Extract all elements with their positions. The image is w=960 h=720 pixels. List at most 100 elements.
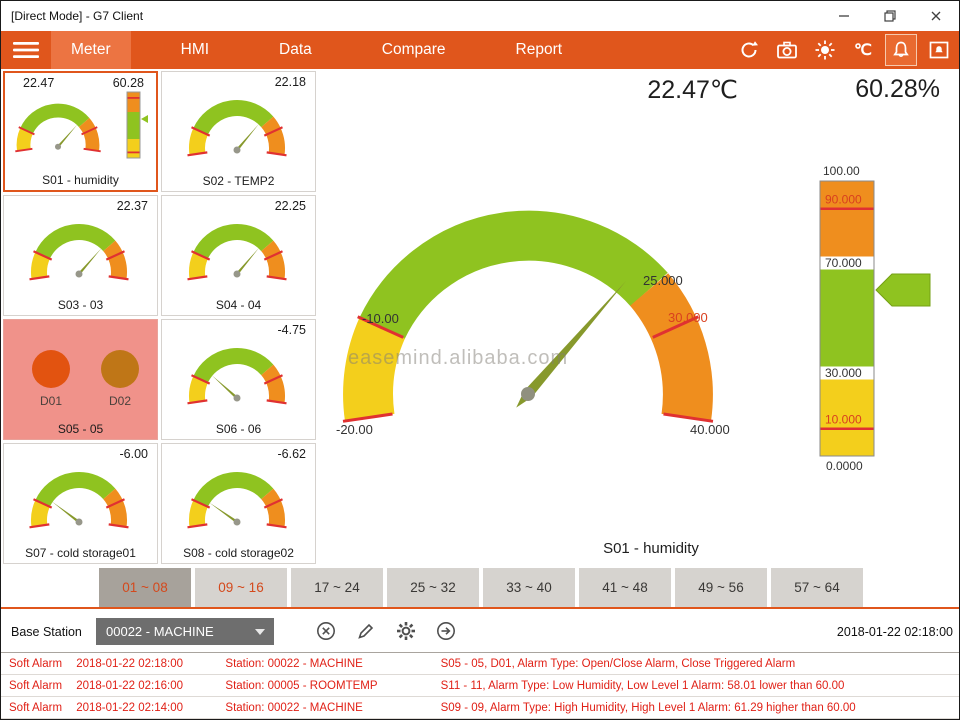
minimize-button[interactable]: [821, 1, 867, 31]
digital-channel-d01-indicator: [32, 350, 70, 388]
alarm-station: Station: 00022 - MACHINE: [225, 702, 363, 714]
tab-compare[interactable]: Compare: [381, 41, 446, 58]
base-station-label: Base Station: [11, 625, 82, 639]
sync-button[interactable]: [733, 34, 765, 66]
page-tab-41-48[interactable]: 41 ~ 48: [579, 568, 671, 607]
alarm-type: Soft Alarm: [9, 702, 63, 714]
page-tab-25-32[interactable]: 25 ~ 32: [387, 568, 479, 607]
tab-report[interactable]: Report: [515, 41, 563, 58]
settings-button[interactable]: [393, 618, 419, 644]
alarm-time: 2018-01-22 02:16:00: [76, 680, 183, 692]
clear-alarms-button[interactable]: [313, 618, 339, 644]
tab-meter[interactable]: Meter: [51, 31, 131, 69]
alarm-row[interactable]: Soft Alarm 2018-01-22 02:14:00 Station: …: [1, 697, 959, 719]
mini-gauge-icon: [19, 214, 139, 294]
alarm-station: Station: 00005 - ROOMTEMP: [225, 680, 378, 692]
station-toolbar: Base Station 00022 - MACHINE: [1, 609, 959, 653]
meter-tile-s08[interactable]: -6.62 S08 - cold storage02: [161, 443, 316, 564]
tile-value: -6.62: [277, 447, 307, 461]
gauge-needle: [516, 281, 626, 408]
go-button[interactable]: [433, 618, 459, 644]
digital-channel-d02-indicator: [101, 350, 139, 388]
page-tab-09-16[interactable]: 09 ~ 16: [195, 568, 287, 607]
gear-icon: [397, 622, 415, 640]
edit-button[interactable]: [353, 618, 379, 644]
mini-gauge-icon: [177, 462, 297, 542]
alarm-list: Soft Alarm 2018-01-22 02:18:00 Station: …: [1, 653, 959, 719]
tile-label: S03 - 03: [57, 298, 104, 312]
alarm-row[interactable]: Soft Alarm 2018-01-22 02:16:00 Station: …: [1, 675, 959, 697]
menu-button[interactable]: [1, 31, 51, 69]
station-select[interactable]: 00022 - MACHINE: [96, 618, 274, 645]
unit-toggle-button[interactable]: ℃: [847, 34, 879, 66]
bar-label-0: 0.0000: [826, 459, 863, 473]
meter-tile-s05[interactable]: D01 D02 S05 - 05: [3, 319, 158, 440]
tile-label: S04 - 04: [215, 298, 262, 312]
hamburger-icon: [13, 42, 39, 58]
page-tab-57-64[interactable]: 57 ~ 64: [771, 568, 863, 607]
meter-tile-s03[interactable]: 22.37 S03 - 03: [3, 195, 158, 316]
bar-label-30: 30.000: [825, 366, 862, 380]
mini-gauge-icon: [177, 338, 297, 418]
gauge-label-high: 25.000: [643, 273, 683, 288]
brightness-button[interactable]: [809, 34, 841, 66]
page-tab-49-56[interactable]: 49 ~ 56: [675, 568, 767, 607]
meter-tile-s01[interactable]: 22.47 60.28 S01 - humidity: [3, 71, 158, 192]
bar-label-70: 70.000: [825, 256, 862, 270]
window-title: [Direct Mode] - G7 Client: [11, 9, 144, 23]
meter-tile-s07[interactable]: -6.00 S07 - cold storage01: [3, 443, 158, 564]
close-button[interactable]: [913, 1, 959, 31]
divider: [1, 607, 959, 609]
close-icon: [931, 11, 941, 21]
bar-label-100: 100.00: [823, 164, 860, 178]
alarm-row[interactable]: Soft Alarm 2018-01-22 02:18:00 Station: …: [1, 653, 959, 675]
alarm-panel-button[interactable]: [923, 34, 955, 66]
titlebar: [Direct Mode] - G7 Client: [1, 1, 959, 31]
meter-tile-s04[interactable]: 22.25 S04 - 04: [161, 195, 316, 316]
temperature-reading: 22.47℃: [647, 76, 738, 104]
gauge-label-alarm: 30.000: [668, 310, 708, 325]
page-tab-01-08[interactable]: 01 ~ 08: [99, 568, 191, 607]
minimize-icon: [839, 15, 849, 17]
humidity-bar-gauge: 100.00 90.000 70.000 30.000 10.000 0.000…: [819, 164, 931, 473]
tab-data[interactable]: Data: [279, 41, 312, 58]
alarm-bell-button[interactable]: [885, 34, 917, 66]
alarm-type: Soft Alarm: [9, 658, 63, 670]
page-tab-17-24[interactable]: 17 ~ 24: [291, 568, 383, 607]
meter-tile-s06[interactable]: -4.75 S06 - 06: [161, 319, 316, 440]
alarm-type: Soft Alarm: [9, 680, 63, 692]
sync-icon: [741, 41, 758, 58]
tab-hmi[interactable]: HMI: [180, 41, 210, 58]
alarm-panel-icon: [929, 41, 949, 59]
page-tab-33-40[interactable]: 33 ~ 40: [483, 568, 575, 607]
watermark: easemind.alibaba.com: [348, 347, 569, 369]
tile-value: -4.75: [277, 323, 307, 337]
gauge-label-low: -10.00: [362, 311, 399, 326]
tile-humidity-value: 60.28: [112, 76, 144, 90]
alarm-time: 2018-01-22 02:18:00: [76, 658, 183, 670]
tile-value: 22.37: [116, 199, 148, 213]
station-select-value: 00022 - MACHINE: [106, 624, 214, 639]
mini-gauge-icon: [6, 95, 110, 164]
digital-channel-label: D02: [108, 394, 131, 408]
page-tabs: 01 ~ 08 09 ~ 16 17 ~ 24 25 ~ 32 33 ~ 40 …: [1, 568, 959, 607]
tile-temp-value: 22.47: [23, 76, 55, 90]
arrow-right-circle-icon: [437, 622, 455, 640]
tile-value: -6.00: [119, 447, 149, 461]
sun-icon: [815, 40, 835, 60]
current-timestamp: 2018-01-22 02:18:00: [836, 625, 953, 639]
gauge-label-min: -20.00: [336, 422, 373, 437]
bar-label-90: 90.000: [825, 193, 862, 207]
meter-tile-s02[interactable]: 22.18 S02 - TEMP2: [161, 71, 316, 192]
bell-icon: [893, 41, 909, 57]
tile-label: S02 - TEMP2: [202, 174, 275, 188]
meter-tile-grid: 22.47 60.28 S01 - humidity 22.18: [1, 69, 318, 566]
bar-label-10: 10.000: [825, 413, 862, 427]
tile-value: 22.25: [274, 199, 306, 213]
alarm-message: S11 - 11, Alarm Type: Low Humidity, Low …: [440, 680, 845, 692]
snapshot-button[interactable]: [771, 34, 803, 66]
mini-gauge-icon: [177, 214, 297, 294]
main-gauge: -10.00 25.000 30.000 -20.00 40.000 100.0…: [336, 164, 931, 473]
tile-label: S01 - humidity: [42, 173, 119, 187]
restore-button[interactable]: [867, 1, 913, 31]
